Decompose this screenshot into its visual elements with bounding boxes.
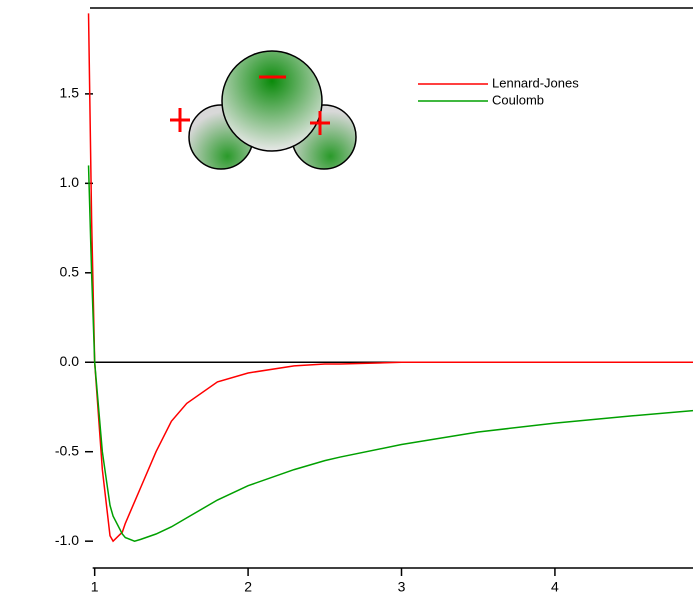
x-tick-label: 2: [244, 579, 252, 595]
x-tick-label: 4: [551, 579, 559, 595]
series-line: [87, 165, 693, 542]
y-tick-label: 1.0: [60, 174, 80, 190]
legend-label: Coulomb: [492, 92, 544, 107]
molecule-icon: [170, 50, 357, 170]
y-tick-label: 0.0: [60, 353, 80, 369]
legend-label: Lennard-Jones: [492, 75, 579, 90]
x-tick-label: 3: [398, 579, 406, 595]
x-tick-label: 1: [91, 579, 99, 595]
y-tick-label: -1.0: [55, 532, 79, 548]
series-line: [87, 13, 693, 543]
plot-area: [87, 13, 693, 543]
y-tick-label: 0.5: [60, 263, 80, 279]
y-tick-label: -0.5: [55, 442, 79, 458]
y-tick-label: 1.5: [60, 85, 80, 101]
